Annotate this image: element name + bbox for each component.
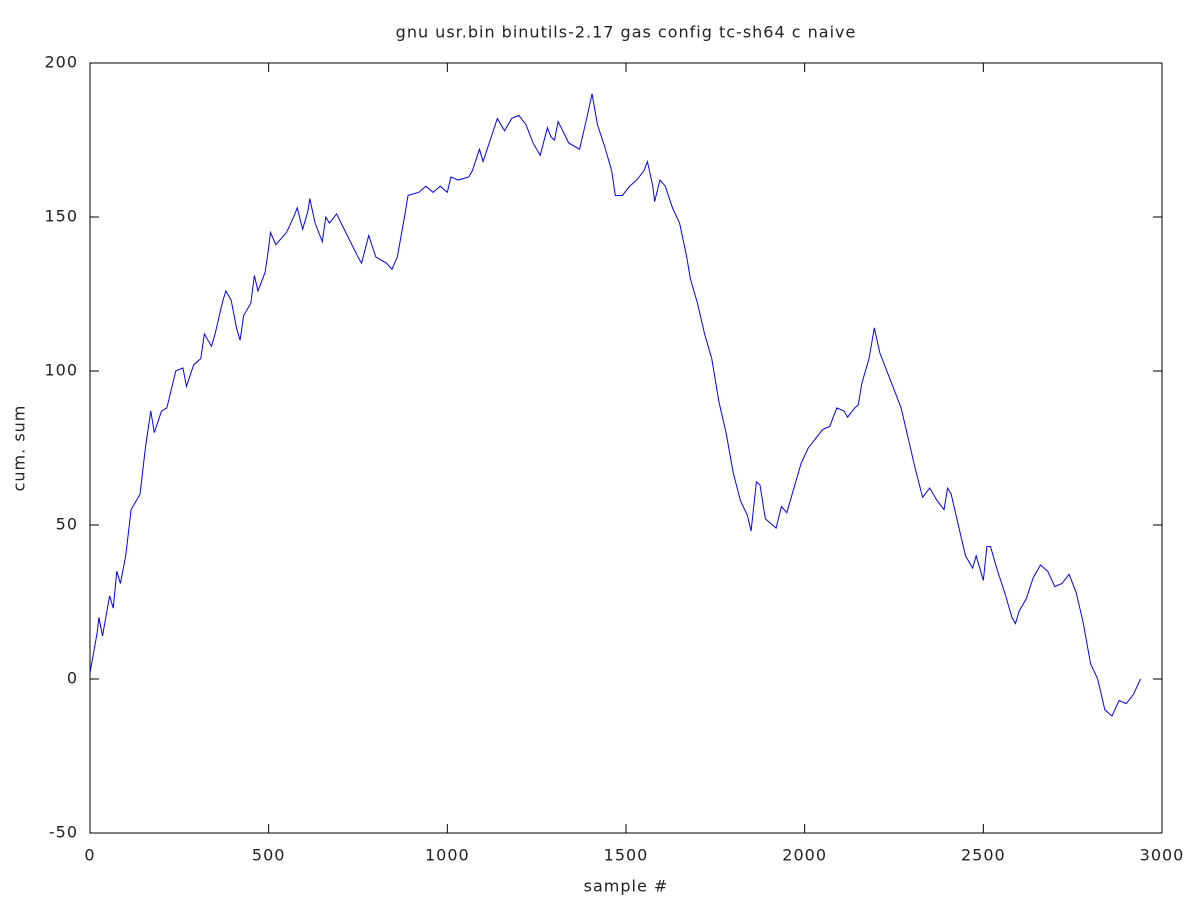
y-tick-label: 100 bbox=[44, 361, 78, 380]
y-tick-label: -50 bbox=[49, 823, 78, 842]
y-tick-label: 50 bbox=[56, 515, 78, 534]
x-tick-label: 1500 bbox=[604, 846, 649, 865]
y-axis-label: cum. sum bbox=[10, 405, 29, 492]
chart-title: gnu usr.bin binutils-2.17 gas config tc-… bbox=[396, 23, 857, 42]
y-tick-label: 200 bbox=[44, 53, 78, 72]
x-tick-label: 1000 bbox=[425, 846, 470, 865]
data-line bbox=[89, 93, 1142, 717]
x-tick-label: 0 bbox=[84, 846, 95, 865]
x-tick-label: 2000 bbox=[782, 846, 827, 865]
x-tick-label: 500 bbox=[252, 846, 286, 865]
y-tick-label: 0 bbox=[67, 669, 78, 688]
x-tick-label: 3000 bbox=[1140, 846, 1185, 865]
x-tick-label: 2500 bbox=[961, 846, 1006, 865]
plot-frame bbox=[89, 62, 1163, 834]
y-tick-label: 150 bbox=[44, 207, 78, 226]
x-axis-label: sample # bbox=[584, 877, 669, 896]
